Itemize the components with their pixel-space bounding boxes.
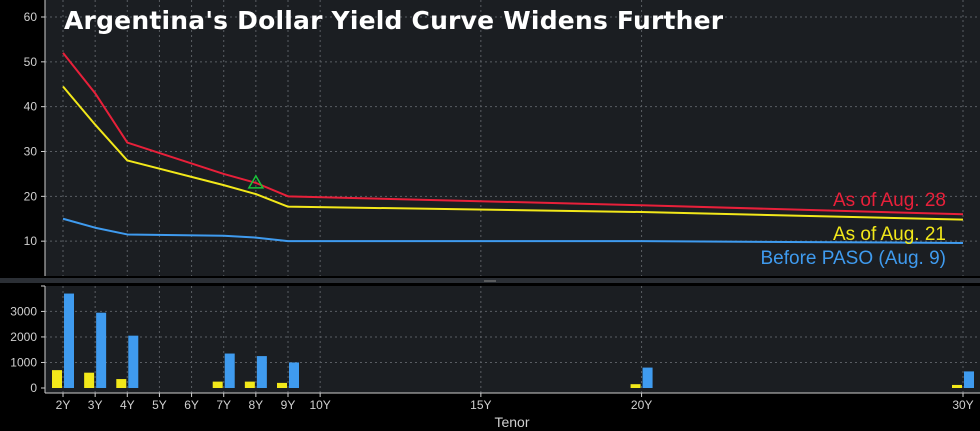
x-tick-label: 30Y (952, 398, 973, 412)
y-tick-label: 60 (24, 10, 38, 24)
x-tick-label: 5Y (152, 398, 167, 412)
bar (277, 382, 287, 388)
bar (289, 362, 299, 388)
series-line (62, 217, 964, 244)
legend-label: As of Aug. 28 (833, 190, 946, 211)
x-tick-label: 3Y (88, 398, 103, 412)
lower-plot-area (45, 286, 980, 393)
page-title: Argentina's Dollar Yield Curve Widens Fu… (64, 6, 724, 35)
bar (212, 381, 223, 388)
bar (128, 335, 139, 388)
x-tick-label: 20Y (631, 398, 652, 412)
y-tick-label: 2000 (10, 330, 37, 344)
y-tick-label: 20 (24, 189, 38, 203)
bar (630, 384, 641, 388)
x-tick-label: 8Y (249, 398, 264, 412)
y-tick-label: 0 (30, 381, 37, 395)
y-tick-label: 1000 (10, 355, 37, 369)
y-tick-label: 10 (24, 234, 38, 248)
bar (224, 353, 235, 388)
bar (952, 384, 962, 388)
x-tick-label: 9Y (281, 398, 296, 412)
y-tick-label: 40 (24, 100, 38, 114)
legend-label: Before PASO (Aug. 9) (760, 248, 946, 269)
bar (642, 367, 653, 388)
bar (116, 379, 127, 388)
bar (84, 372, 95, 388)
series-line (62, 52, 964, 216)
x-axis-label: Tenor (494, 414, 529, 430)
bar (244, 381, 255, 388)
bar (64, 293, 74, 388)
annotation-marker (247, 174, 265, 189)
bar (256, 356, 267, 388)
y-tick-label: 50 (24, 55, 38, 69)
x-tick-label: 10Y (309, 398, 330, 412)
bar (964, 371, 974, 388)
legend-label: As of Aug. 21 (833, 224, 946, 245)
y-tick-label: 30 (24, 145, 38, 159)
x-tick-label: 7Y (216, 398, 231, 412)
upper-plot-area (45, 0, 980, 276)
x-tick-label: 15Y (470, 398, 491, 412)
bar (96, 312, 107, 388)
x-tick-label: 6Y (184, 398, 199, 412)
x-tick-label: 2Y (56, 398, 71, 412)
x-tick-label: 4Y (120, 398, 135, 412)
bar (52, 370, 62, 388)
series-line (62, 85, 964, 221)
y-tick-label: 3000 (10, 304, 37, 318)
